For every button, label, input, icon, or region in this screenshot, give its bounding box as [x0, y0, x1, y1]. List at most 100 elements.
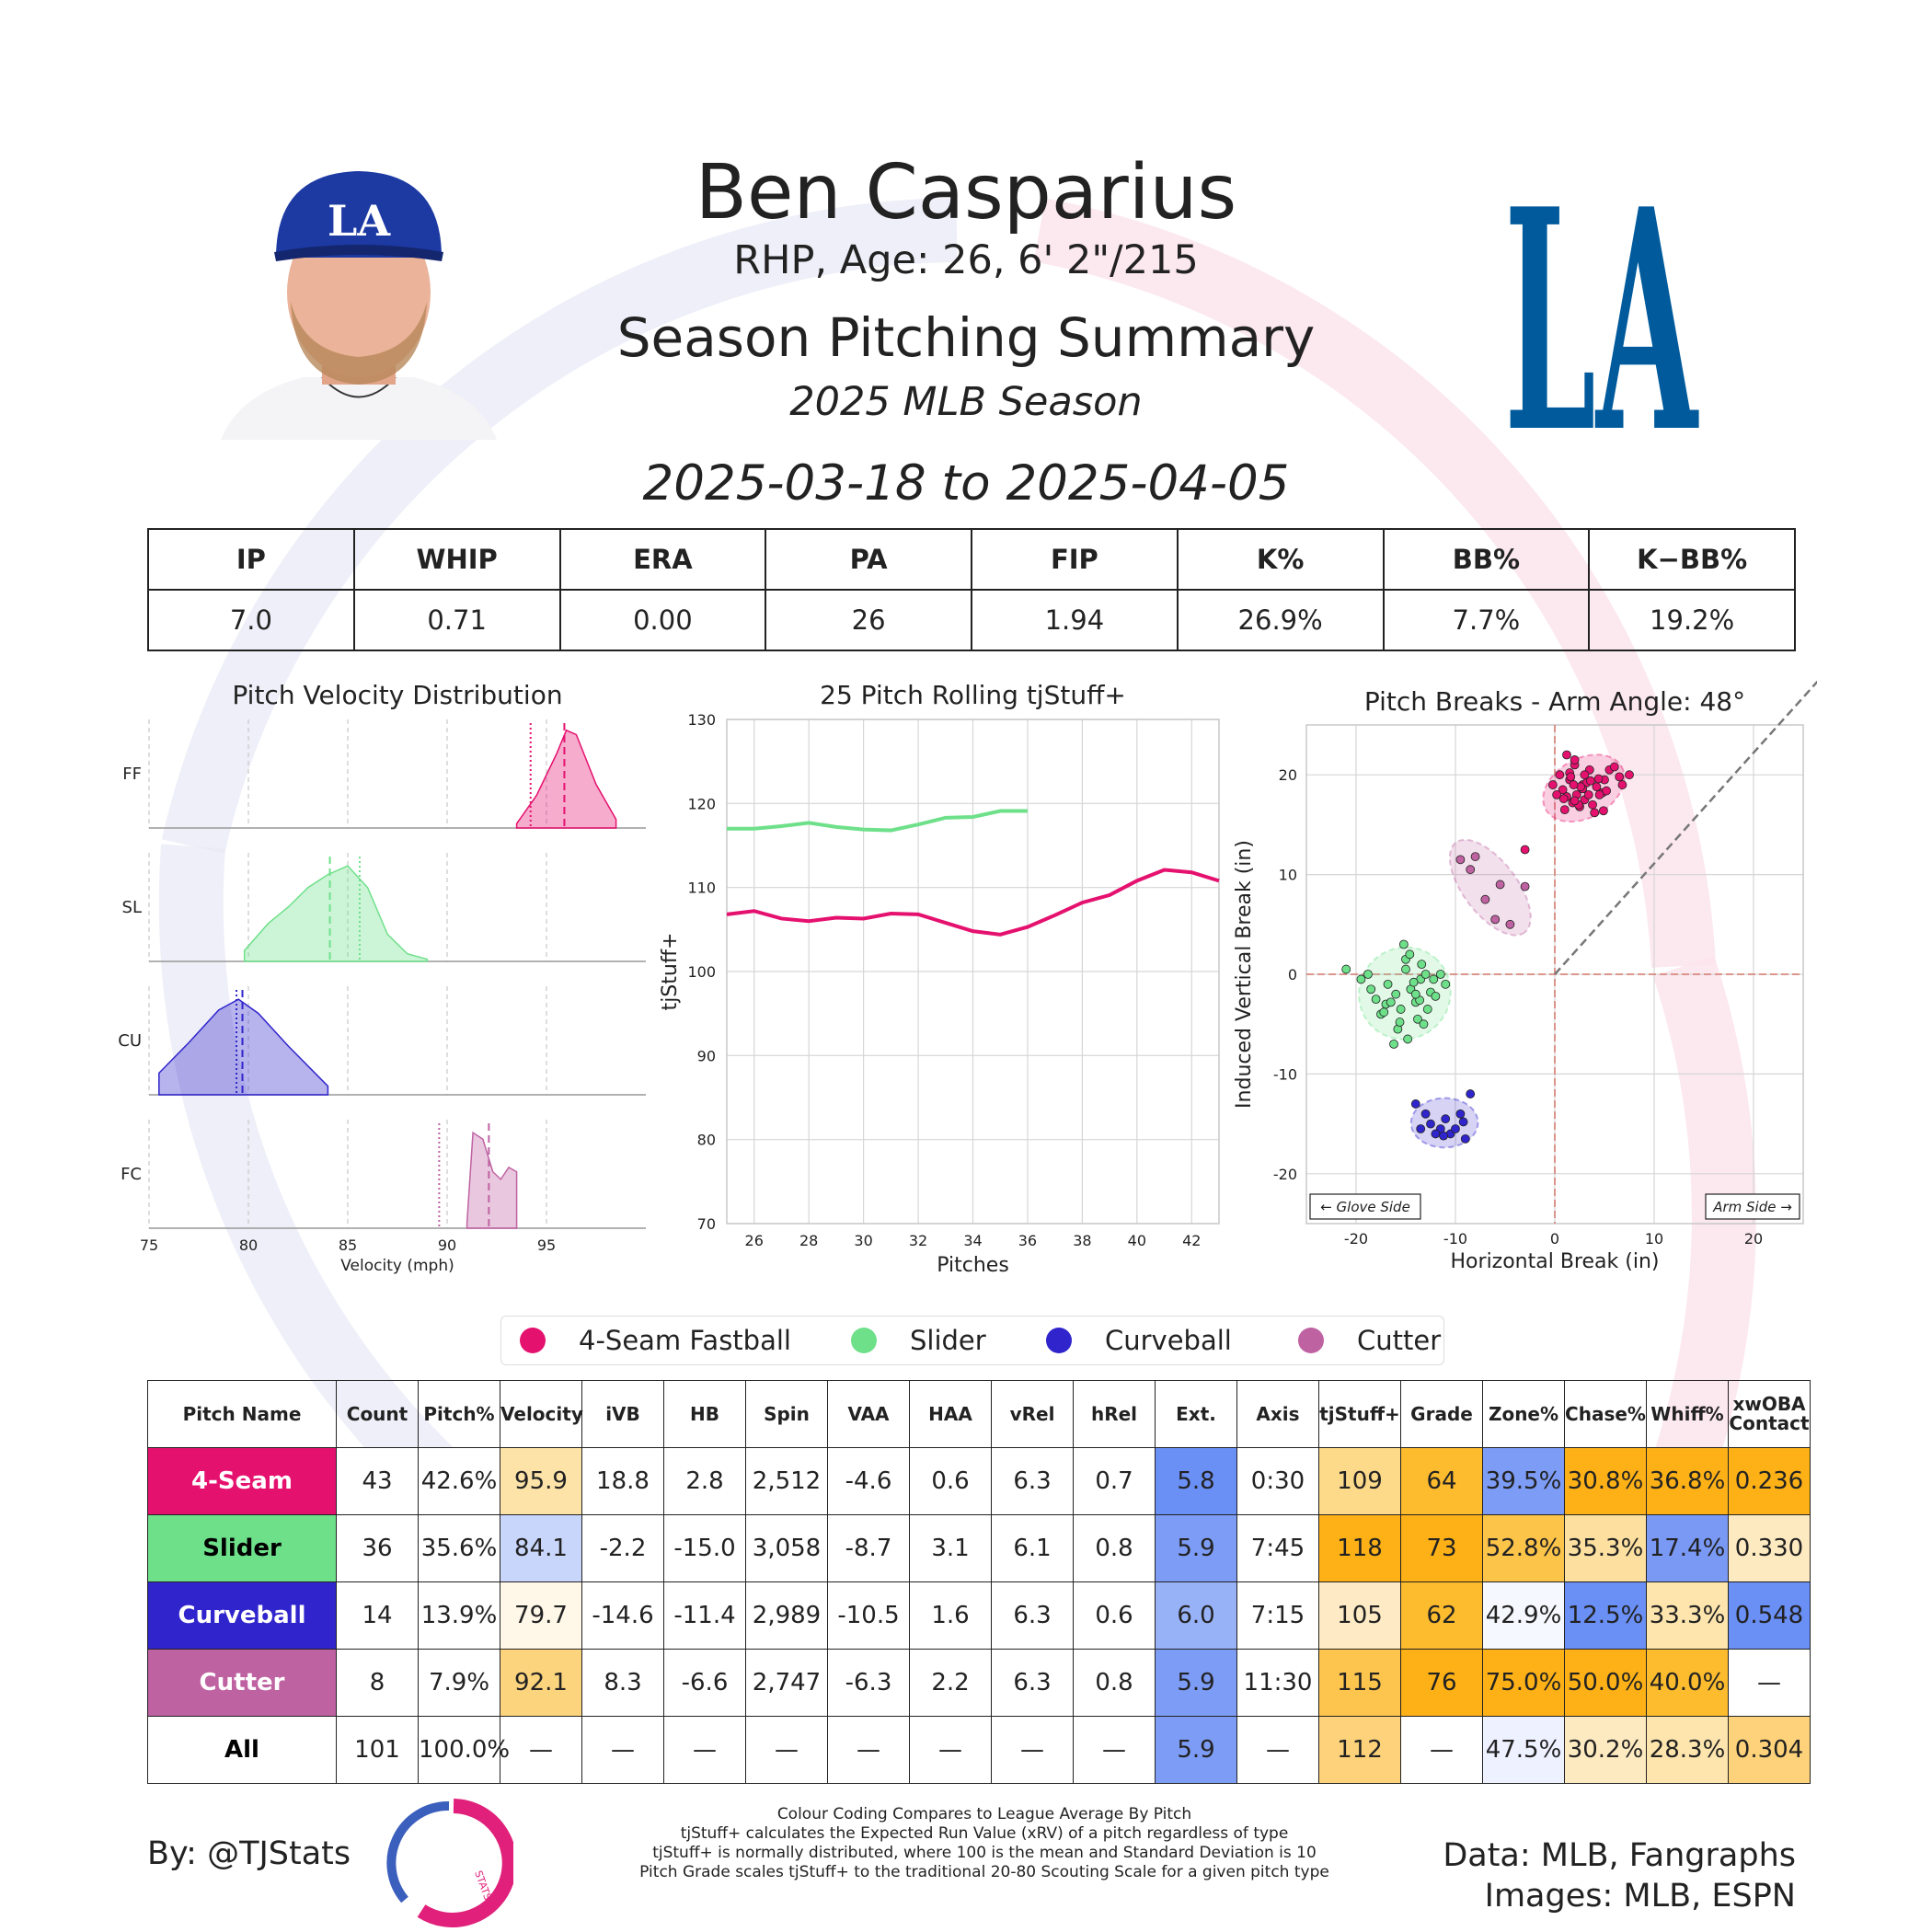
table-cell: 0.236 — [1728, 1447, 1811, 1515]
density-curve — [515, 729, 617, 829]
scatter-point — [1602, 786, 1612, 796]
x-tick-label: 42 — [1182, 1232, 1201, 1249]
stat-value: 26.9% — [1176, 589, 1385, 651]
table-cell: 0.8 — [1073, 1649, 1156, 1717]
scatter-point — [1441, 979, 1451, 989]
scatter-point — [1590, 808, 1600, 818]
pitch-name-cell: All — [147, 1716, 337, 1784]
x-tick-label: 26 — [745, 1232, 764, 1249]
stat-value: 0.71 — [352, 589, 561, 651]
x-tick-label: 20 — [1744, 1230, 1763, 1248]
table-cell: — — [991, 1716, 1074, 1784]
table-cell: 64 — [1400, 1447, 1483, 1515]
chart-title: 25 Pitch Rolling tjStuff+ — [820, 680, 1126, 710]
scatter-point — [1460, 1133, 1470, 1144]
x-tick-label: 32 — [909, 1232, 927, 1249]
scatter-point — [1455, 1109, 1466, 1119]
y-tick-label: 100 — [687, 963, 716, 981]
table-cell: 28.3% — [1646, 1716, 1729, 1784]
scatter-point — [1422, 1005, 1432, 1014]
credits-images: Images: MLB, ESPN — [1484, 1878, 1796, 1915]
pitch-legend: 4-Seam Fastball Slider Curveball Cutter — [500, 1316, 1444, 1365]
table-header: HAA — [909, 1380, 992, 1448]
scatter-point — [1559, 805, 1570, 815]
table-cell: 3,058 — [745, 1514, 828, 1582]
stat-header: K−BB% — [1588, 528, 1796, 591]
scatter-point — [1455, 855, 1466, 865]
x-tick-label: -10 — [1443, 1230, 1467, 1248]
scatter-point — [1625, 770, 1634, 780]
x-tick-label: -20 — [1344, 1230, 1368, 1248]
stat-header: WHIP — [352, 528, 561, 591]
scatter-point — [1419, 1019, 1429, 1029]
summary-title: Season Pitching Summary — [616, 306, 1316, 369]
rolling-tjstuff-chart: 25 Pitch Rolling tjStuff+ 26 28 30 32 34 36 38 4… — [659, 680, 1220, 1277]
credits-data: Data: MLB, Fangraphs — [1443, 1837, 1796, 1874]
table-row: Cutter 8 7.9% 92.1 8.3 -6.6 2,747 -6.3 2.2 6.3 0.8… — [147, 1649, 1811, 1717]
table-cell: 17.4% — [1646, 1514, 1729, 1582]
y-tick-label: 70 — [697, 1215, 716, 1233]
table-header: Velocity — [500, 1380, 583, 1448]
scatter-point — [1570, 755, 1580, 765]
season-stats-table: IP WHIP ERA PA FIP K% BB% K−BB% 7.0 0.71 0.00 26 1.… — [147, 528, 1796, 651]
table-cell: 6.3 — [991, 1447, 1074, 1515]
scatter-point — [1451, 1124, 1460, 1133]
scatter-point — [1410, 1099, 1420, 1109]
legend-marker — [1046, 1328, 1072, 1353]
x-tick-label: 36 — [1018, 1232, 1037, 1249]
scatter-point — [1371, 995, 1381, 1005]
table-cell: -6.3 — [827, 1649, 910, 1717]
density-curve — [158, 998, 329, 1096]
scatter-point — [1594, 789, 1604, 799]
table-cell: -2.2 — [581, 1514, 664, 1582]
table-cell: 13.9% — [418, 1581, 500, 1650]
y-tick-label: -10 — [1273, 1065, 1297, 1083]
scatter-point — [1490, 914, 1501, 925]
table-cell: 105 — [1318, 1581, 1401, 1650]
legend-label: Curveball — [1105, 1325, 1232, 1356]
x-tick-label: 10 — [1645, 1230, 1663, 1248]
pitch-name-cell: Cutter — [147, 1649, 337, 1717]
table-header: vRel — [991, 1380, 1074, 1448]
scatter-point — [1520, 845, 1530, 855]
date-range: 2025-03-18 to 2025-04-05 — [642, 455, 1290, 512]
table-cell: 115 — [1318, 1649, 1401, 1717]
table-cell: 36.8% — [1646, 1447, 1729, 1515]
table-cell: 8.3 — [581, 1649, 664, 1717]
table-cell: 52.8% — [1482, 1514, 1565, 1582]
scatter-point — [1431, 1129, 1441, 1139]
stat-header: K% — [1176, 528, 1385, 591]
table-cell: 0.6 — [909, 1447, 992, 1515]
scatter-point — [1547, 780, 1558, 789]
table-cell: 30.8% — [1564, 1447, 1647, 1515]
table-cell: 7:45 — [1236, 1514, 1319, 1582]
table-cell: -6.6 — [663, 1649, 746, 1717]
table-cell: — — [1400, 1716, 1483, 1784]
table-header: iVB — [581, 1380, 664, 1448]
pitch-label: CU — [118, 1031, 142, 1051]
scatter-point — [1416, 1124, 1426, 1133]
table-cell: — — [1728, 1649, 1811, 1717]
table-cell: 5.9 — [1155, 1514, 1237, 1582]
table-cell: -10.5 — [827, 1581, 910, 1650]
table-cell: 43 — [336, 1447, 419, 1515]
scatter-point — [1420, 970, 1431, 979]
arm-angle-line — [1554, 681, 1817, 975]
stats-value-row: 7.0 0.71 0.00 26 1.94 26.9% 7.7% 19.2% — [147, 589, 1796, 651]
scatter-point — [1505, 919, 1515, 929]
plot-frame — [726, 719, 1220, 1225]
x-axis-label: Velocity (mph) — [340, 1257, 454, 1275]
velocity-distribution-chart: Pitch Velocity Distribution FF SL CU FC 75 80 8… — [118, 680, 646, 1275]
scatter-point — [1391, 989, 1401, 999]
y-tick-label: 120 — [687, 795, 716, 812]
table-cell: 42.9% — [1482, 1581, 1565, 1650]
table-cell: 6.1 — [991, 1514, 1074, 1582]
y-tick-label: 80 — [697, 1132, 716, 1149]
table-cell: 12.5% — [1564, 1581, 1647, 1650]
player-name: Ben Casparius — [695, 149, 1237, 236]
table-cell: 0.548 — [1728, 1581, 1811, 1650]
pitch-label: SL — [122, 898, 142, 917]
scatter-point — [1439, 1131, 1448, 1141]
x-axis-label: Horizontal Break (in) — [1451, 1250, 1660, 1273]
player-bio: RHP, Age: 26, 6' 2"/215 — [733, 237, 1199, 283]
